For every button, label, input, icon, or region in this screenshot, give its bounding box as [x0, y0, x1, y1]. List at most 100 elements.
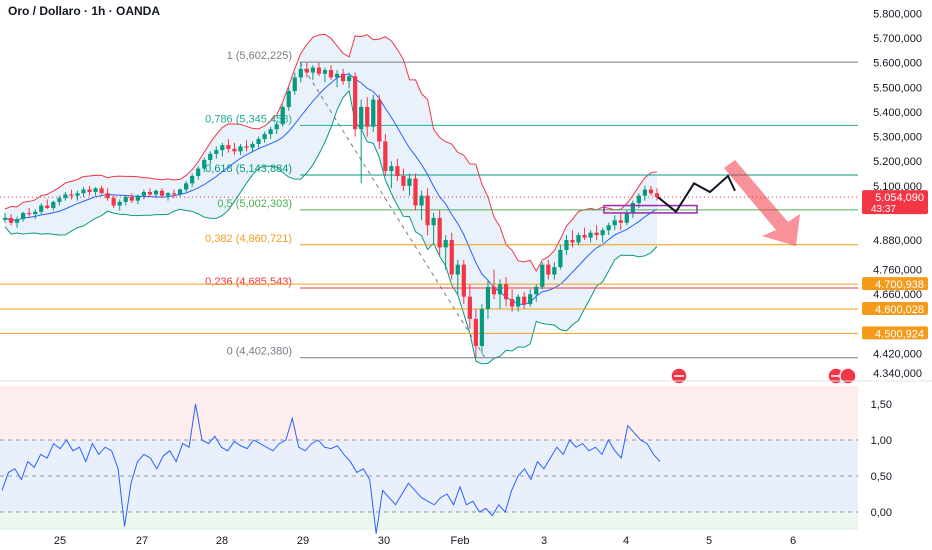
candle-body: [105, 193, 110, 199]
candle-body: [33, 211, 38, 215]
candle-body: [425, 195, 430, 226]
candle-body: [57, 198, 62, 202]
price-axis-label: 5.700,000: [873, 33, 922, 45]
candle-body: [455, 264, 460, 275]
price-axis-label: 5.400,000: [873, 107, 922, 119]
candle-body: [407, 178, 412, 186]
candle-body: [437, 217, 442, 248]
candle-body: [147, 192, 153, 195]
price-badge: [862, 190, 928, 215]
candle-body: [540, 264, 545, 287]
candle-body: [371, 99, 376, 127]
candle-body: [177, 189, 183, 195]
economic-event-icon: [839, 367, 857, 385]
candle-body: [214, 150, 219, 154]
candle-body: [141, 192, 146, 196]
candle-body: [606, 225, 611, 231]
candle-body: [268, 129, 273, 135]
candle-body: [491, 286, 497, 295]
candle-body: [503, 284, 509, 300]
candle-body: [171, 193, 177, 195]
candle-body: [220, 145, 225, 151]
candle-body: [588, 232, 593, 238]
price-badge-text: 4.700,938: [875, 279, 924, 291]
candle-body: [2, 217, 8, 220]
time-axis-label: 3: [541, 535, 547, 547]
candle-body: [93, 188, 98, 192]
bollinger-fill: [5, 34, 657, 364]
candle-body: [226, 145, 231, 149]
candle-body: [618, 220, 623, 223]
bollinger-upper-band: [4, 33, 658, 273]
candle-body: [256, 139, 261, 144]
candle-body: [190, 175, 195, 184]
candle-body: [431, 217, 436, 226]
time-axis-label: 29: [297, 535, 309, 547]
candle-body: [443, 240, 448, 248]
candle-body: [292, 77, 297, 91]
candle-body: [21, 212, 26, 220]
candle-body: [111, 198, 116, 206]
chart-title: Oro / Dollaro · 1h · OANDA: [8, 4, 161, 18]
candle-body: [485, 286, 491, 310]
time-axis-label: Feb: [451, 535, 470, 547]
candle-body: [546, 264, 551, 275]
projection-path: [657, 174, 736, 214]
candle-body: [570, 240, 575, 243]
price-badge: [862, 302, 928, 316]
candle-body: [419, 195, 424, 206]
candle-body: [359, 107, 364, 130]
time-axis-label: 5: [706, 535, 712, 547]
price-badge: [862, 277, 928, 291]
candle-body: [413, 178, 418, 206]
candle-body: [509, 299, 515, 307]
candle-body: [528, 294, 533, 305]
candle-body: [81, 189, 86, 194]
candle-body: [238, 146, 243, 152]
candle-body: [262, 134, 267, 140]
candle-body: [14, 219, 20, 223]
candle-body: [286, 90, 291, 108]
candle-body: [159, 190, 165, 196]
candle-body: [153, 190, 159, 195]
candle-body: [304, 68, 309, 73]
price-badge: [862, 326, 928, 340]
price-axis-label: 4.660,000: [873, 289, 922, 301]
time-axis-label: 6: [790, 535, 796, 547]
fib-level-label: 0,5 (5,002,303): [217, 198, 292, 210]
candle-body: [87, 189, 92, 192]
indicator-axis-label: 0,50: [871, 471, 892, 483]
price-badge-text: 4.500,924: [875, 328, 924, 340]
candle-body: [63, 194, 68, 199]
candle-body: [334, 73, 340, 78]
candle-body: [365, 107, 370, 127]
time-axis-label: 4: [623, 535, 629, 547]
candle-body: [27, 212, 32, 215]
price-axis-label: 4.760,000: [873, 265, 922, 277]
candle-body: [630, 203, 635, 213]
price-badge-text: 5.054,090: [875, 192, 924, 204]
time-axis-label: 28: [216, 535, 228, 547]
candle-body: [534, 286, 539, 295]
candle-body: [123, 196, 128, 202]
candle-body: [449, 240, 454, 275]
fib-level-label: 0,618 (5,143,884): [205, 163, 292, 175]
candle-body: [346, 76, 352, 82]
candle-body: [479, 309, 485, 346]
bollinger-lower-band: [4, 89, 658, 365]
candle-body: [75, 193, 80, 196]
fib-level-label: 0,236 (4,685,543): [205, 276, 292, 288]
candle-body: [135, 195, 140, 201]
indicator-pane: [0, 386, 858, 534]
fib-level-label: 0 (4,402,380): [227, 346, 292, 358]
candle-body: [298, 68, 303, 78]
candle-body: [353, 76, 358, 130]
price-badge-countdown: 43:37: [871, 204, 896, 215]
price-axis-label: 4.880,000: [873, 235, 922, 247]
candle-body: [8, 217, 14, 223]
candle-body: [69, 194, 74, 196]
candle-body: [274, 124, 279, 130]
candle-body: [99, 188, 104, 194]
candle-body: [328, 70, 334, 78]
